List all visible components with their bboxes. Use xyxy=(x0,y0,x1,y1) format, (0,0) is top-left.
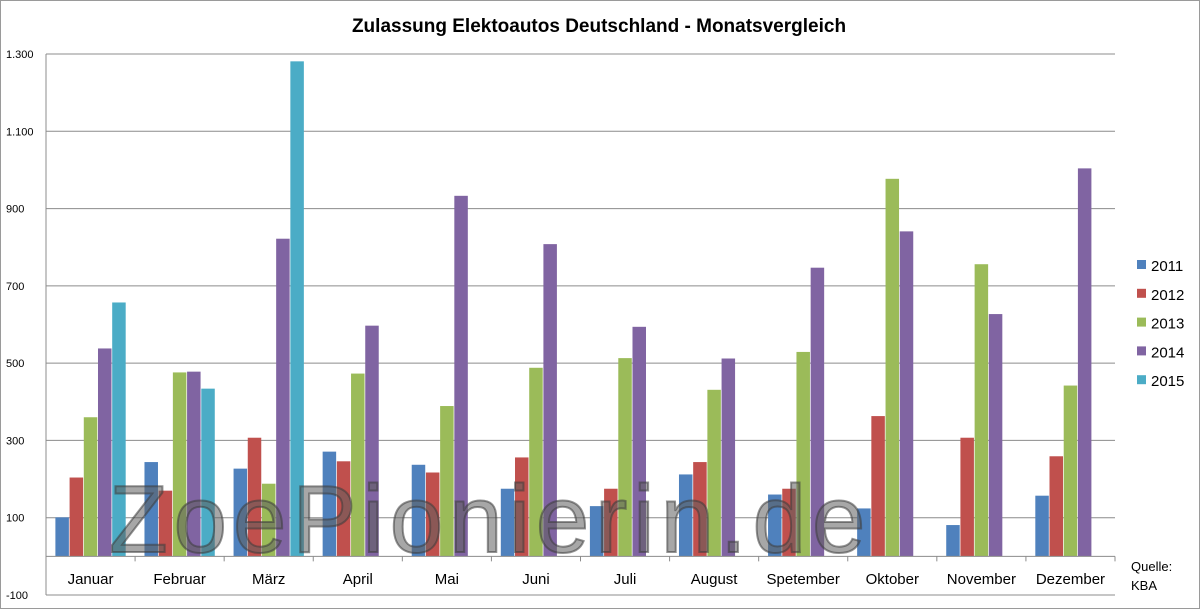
bar-2014-märz xyxy=(276,238,290,557)
bar-2012-oktober xyxy=(871,416,885,557)
bar-2014-juni xyxy=(543,244,557,557)
bar-2011-spetember xyxy=(768,494,782,557)
bar-2011-april xyxy=(322,451,337,557)
x-axis-categories: Januar Februar März April Mai Juni Juli August S… xyxy=(68,571,1105,588)
bar-2011-mai xyxy=(411,464,426,557)
legend-swatch-2015 xyxy=(1137,375,1146,385)
bar-2013-dezember xyxy=(1063,385,1078,557)
source-label: Quelle: xyxy=(1131,559,1172,574)
y-tick-label: 1.100 xyxy=(6,126,34,138)
bar-2014-juli xyxy=(632,326,646,557)
y-tick-label: 700 xyxy=(6,281,24,293)
bar-2014-spetember xyxy=(810,267,825,557)
bar-2011-januar xyxy=(55,517,69,557)
category-label: März xyxy=(252,571,285,588)
category-label: August xyxy=(691,571,739,588)
bar-2014-april xyxy=(365,325,379,557)
legend-swatch-2011 xyxy=(1137,260,1146,269)
category-label: November xyxy=(947,571,1016,588)
y-tick-label: 300 xyxy=(6,435,24,447)
bar-2013-august xyxy=(707,389,721,557)
category-label: Januar xyxy=(68,571,114,588)
bar-2012-mai xyxy=(425,472,440,557)
y-tick-label: 1.300 xyxy=(6,49,34,61)
bar-2011-dezember xyxy=(1035,495,1049,557)
bar-2011-juli xyxy=(589,506,604,557)
category-label: Februar xyxy=(153,571,206,588)
bar-2014-dezember xyxy=(1077,168,1092,557)
bar-2014-oktober xyxy=(899,231,914,557)
source-note: Quelle: KBA xyxy=(1131,559,1172,593)
legend-label-2012: 2012 xyxy=(1151,287,1184,304)
bar-2014-januar xyxy=(97,348,112,557)
bar-2012-spetember xyxy=(782,488,796,557)
category-label: April xyxy=(343,571,373,588)
bar-2012-juni xyxy=(515,457,529,557)
bar-2011-oktober xyxy=(857,508,871,557)
bar-2012-juli xyxy=(604,488,618,557)
category-label: Spetember xyxy=(767,571,840,588)
bar-2013-mai xyxy=(440,406,454,557)
watermark-logo: ZoePionierin.de xyxy=(109,466,871,573)
category-label: Juli xyxy=(614,571,637,588)
bar-2011-november xyxy=(946,525,960,557)
bar-2011-märz xyxy=(233,468,248,557)
legend-label-2013: 2013 xyxy=(1151,316,1184,333)
bar-2011-februar xyxy=(144,462,158,557)
bar-2012-november xyxy=(960,437,974,557)
y-tick-label: 900 xyxy=(6,204,24,216)
bar-2013-spetember xyxy=(796,351,810,557)
bar-2013-februar xyxy=(172,372,187,557)
bar-2013-januar xyxy=(83,417,98,557)
bar-2013-juli xyxy=(618,358,632,557)
y-tick-label: 500 xyxy=(6,358,24,370)
category-label: Oktober xyxy=(866,571,919,588)
legend-swatch-2014 xyxy=(1137,346,1146,356)
bar-2012-august xyxy=(693,462,707,557)
bar-2012-januar xyxy=(69,477,84,557)
legend-label-2015: 2015 xyxy=(1151,373,1184,390)
legend-swatch-2013 xyxy=(1137,317,1146,327)
bar-2013-november xyxy=(974,264,989,557)
bar-2015-märz xyxy=(290,61,304,557)
bar-2013-april xyxy=(351,373,365,557)
bar-2014-november xyxy=(988,314,1003,557)
y-tick-label: -100 xyxy=(6,590,28,602)
bar-2013-juni xyxy=(529,367,543,557)
y-axis-ticks: -100 100 300 500 700 900 1.100 1.300 xyxy=(6,49,34,602)
bar-2012-april xyxy=(336,461,351,557)
bar-2011-august xyxy=(678,474,693,557)
legend-label-2014: 2014 xyxy=(1151,344,1184,361)
bar-2014-mai xyxy=(454,195,468,557)
bar-2014-februar xyxy=(187,371,201,557)
bar-2012-dezember xyxy=(1049,456,1064,557)
y-tick-label: 100 xyxy=(6,513,24,525)
category-label: Mai xyxy=(435,571,459,588)
bars xyxy=(55,61,1092,557)
legend-swatch-2012 xyxy=(1137,288,1146,298)
legend-label-2011: 2011 xyxy=(1151,258,1183,275)
bar-2012-märz xyxy=(247,437,262,557)
category-label: Dezember xyxy=(1036,571,1105,588)
legend: 2011 2012 2013 2014 2015 xyxy=(1137,258,1184,390)
source-value: KBA xyxy=(1131,578,1157,593)
bar-2015-januar xyxy=(112,302,126,557)
category-label: Juni xyxy=(522,571,550,588)
bar-2013-märz xyxy=(261,483,276,557)
chart-title: Zulassung Elektoautos Deutschland - Mona… xyxy=(352,16,846,37)
x-axis xyxy=(45,54,1116,595)
bar-2011-juni xyxy=(500,488,515,557)
bar-2012-februar xyxy=(158,490,173,557)
bar-2015-februar xyxy=(201,388,215,557)
bar-2013-oktober xyxy=(885,178,900,557)
bar-2014-august xyxy=(721,358,736,557)
gridlines xyxy=(46,53,1115,596)
